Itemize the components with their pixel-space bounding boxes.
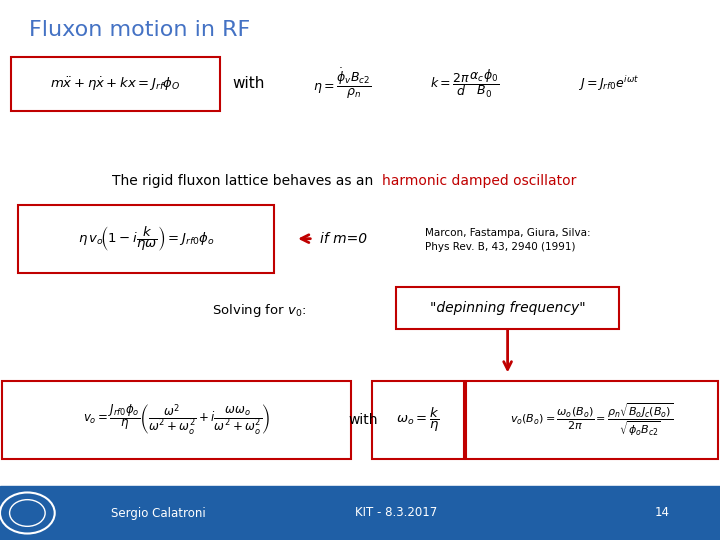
FancyBboxPatch shape: [11, 57, 220, 111]
Text: $\eta\, v_o\!\left(1 - i\dfrac{k}{\eta\omega}\right) = J_{rf0}\phi_o$: $\eta\, v_o\!\left(1 - i\dfrac{k}{\eta\o…: [78, 225, 214, 253]
Text: $v_o(B_o) = \dfrac{\omega_o(B_o)}{2\pi} = \dfrac{\rho_n \sqrt{B_o J_c(B_o)}}{\sq: $v_o(B_o) = \dfrac{\omega_o(B_o)}{2\pi} …: [510, 401, 674, 438]
Text: Sergio Calatroni: Sergio Calatroni: [111, 507, 206, 519]
Text: Solving for $v_0$:: Solving for $v_0$:: [212, 302, 307, 319]
Text: $J = J_{rf0} e^{i\omega t}$: $J = J_{rf0} e^{i\omega t}$: [578, 74, 639, 93]
FancyBboxPatch shape: [396, 287, 619, 329]
Text: "depinning frequency": "depinning frequency": [430, 301, 585, 315]
Text: $\eta = \dfrac{\dot{\phi}_v B_{c2}}{\rho_n}$: $\eta = \dfrac{\dot{\phi}_v B_{c2}}{\rho…: [312, 66, 372, 101]
Text: harmonic damped oscillator: harmonic damped oscillator: [382, 174, 576, 188]
FancyBboxPatch shape: [372, 381, 464, 459]
Text: if m=0: if m=0: [320, 232, 367, 246]
Text: The rigid fluxon lattice behaves as an: The rigid fluxon lattice behaves as an: [112, 174, 377, 188]
Text: 14: 14: [655, 507, 670, 519]
Text: $\omega_o = \dfrac{k}{\eta}$: $\omega_o = \dfrac{k}{\eta}$: [397, 406, 440, 434]
Text: KIT - 8.3.2017: KIT - 8.3.2017: [355, 507, 437, 519]
Text: with: with: [348, 413, 377, 427]
Text: Fluxon motion in RF: Fluxon motion in RF: [29, 19, 250, 40]
Text: Marcon, Fastampa, Giura, Silva:
Phys Rev. B, 43, 2940 (1991): Marcon, Fastampa, Giura, Silva: Phys Rev…: [425, 228, 590, 252]
Text: $k = \dfrac{2\pi}{d} \dfrac{\alpha_c \phi_0}{B_0}$: $k = \dfrac{2\pi}{d} \dfrac{\alpha_c \ph…: [430, 68, 499, 100]
FancyBboxPatch shape: [2, 381, 351, 459]
Bar: [0, 486, 720, 540]
FancyBboxPatch shape: [18, 205, 274, 273]
FancyBboxPatch shape: [466, 381, 718, 459]
Text: $v_o = \dfrac{J_{rf0}\phi_o}{\eta}\left(\dfrac{\omega^2}{\omega^2+\omega_o^2} + : $v_o = \dfrac{J_{rf0}\phi_o}{\eta}\left(…: [83, 403, 271, 437]
Text: $m\ddot{x} + \eta\dot{x} + kx = J_{rf}\phi_O$: $m\ddot{x} + \eta\dot{x} + kx = J_{rf}\p…: [50, 75, 180, 92]
Text: with: with: [233, 76, 264, 91]
